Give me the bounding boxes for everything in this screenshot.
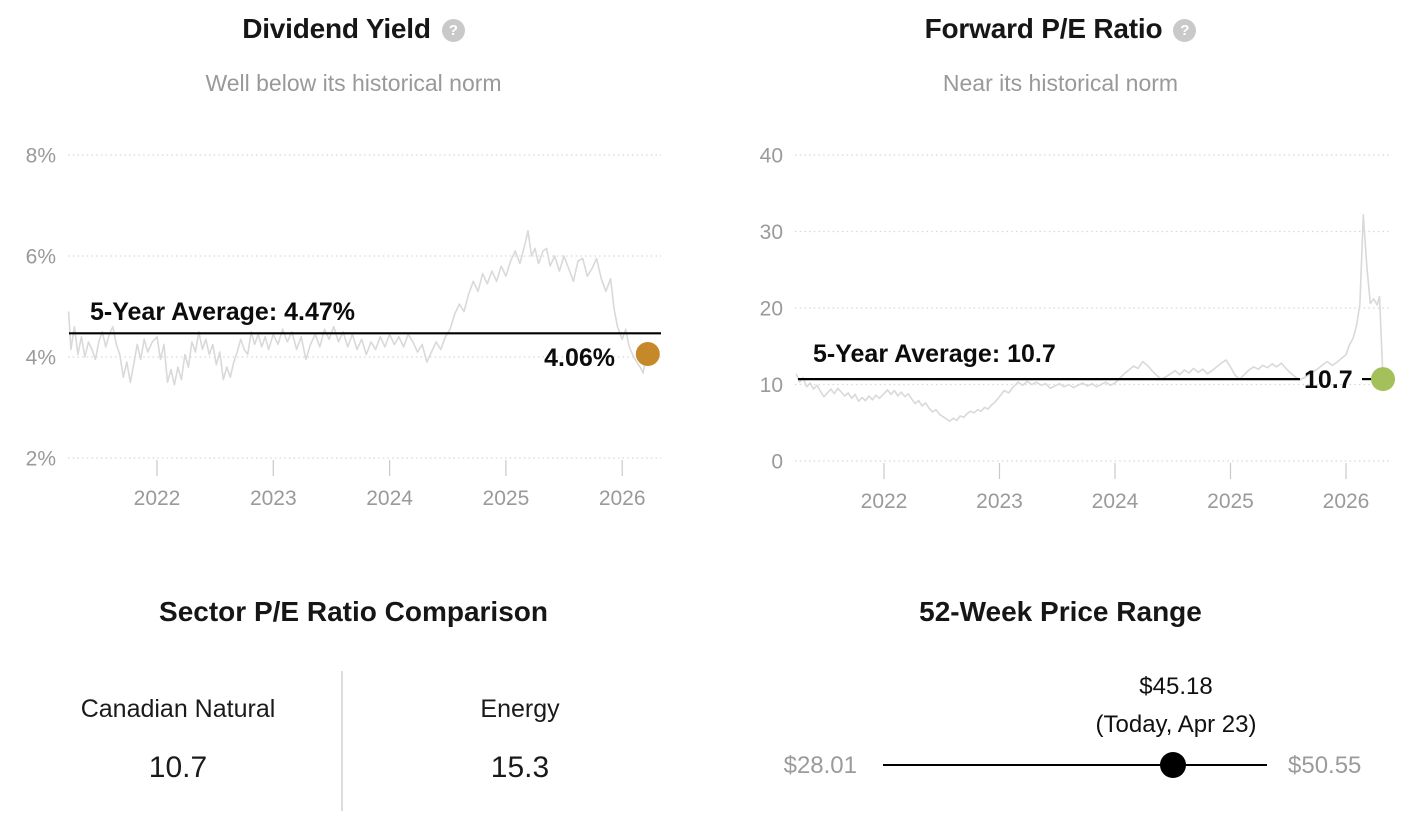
series-line [795, 213, 1384, 423]
y-axis-tick-label: 2% [26, 448, 56, 471]
sector-column-company: Canadian Natural [25, 695, 331, 724]
sector-energy-label: Energy [480, 695, 560, 723]
sector-company-label: Canadian Natural [80, 695, 276, 723]
current-value-dot [1371, 367, 1395, 392]
x-axis-tick-label: 2025 [1207, 490, 1254, 513]
sector-divider [341, 671, 343, 811]
forward-pe-subtitle: Near its historical norm [942, 70, 1179, 96]
valuation-charts: 8% 6% 4% 2% 2022 2023 2024 2025 2026 5-Year Avera… [26, 145, 1395, 513]
current-price-dot [1160, 752, 1186, 778]
forward-pe-title: Forward P/E Ratio [924, 13, 1163, 44]
sector-company-value: 10.7 [148, 751, 208, 784]
current-price-caption: (Today, Apr 23) [1095, 711, 1257, 738]
x-axis-tick-label: 2023 [976, 490, 1023, 513]
sector-company-value-wrap: 10.7 [25, 751, 331, 785]
sector-column-sector: Energy [367, 695, 673, 724]
current-value-label: 4.06% [544, 344, 615, 372]
average-value-label: 5-Year Average: 4.47% [90, 298, 355, 326]
dividend-yield-header: Dividend Yield ? [0, 13, 707, 45]
y-axis-tick-label: 40 [760, 145, 783, 168]
x-axis-tick-label: 2024 [1092, 490, 1139, 513]
dividend-yield-subtitle: Well below its historical norm [205, 70, 502, 96]
average-value-label: 5-Year Average: 10.7 [813, 340, 1056, 368]
y-axis-tick-label: 6% [26, 246, 56, 269]
sector-comparison-title: Sector P/E Ratio Comparison [159, 596, 548, 627]
x-axis-tick-label: 2023 [250, 487, 297, 510]
sector-energy-value-wrap: 15.3 [367, 751, 673, 785]
y-axis-tick-label: 0 [771, 451, 783, 474]
current-value-label: 10.7 [1304, 366, 1353, 394]
x-axis-tick-label: 2024 [366, 487, 413, 510]
sector-energy-value: 15.3 [490, 751, 550, 784]
dividend-yield-title: Dividend Yield [242, 13, 431, 44]
help-icon[interactable]: ? [441, 18, 465, 42]
y-axis-tick-label: 8% [26, 145, 56, 168]
price-range-title: 52-Week Price Range [919, 596, 1202, 627]
x-axis-tick-label: 2025 [483, 487, 530, 510]
x-axis-tick-label: 2026 [599, 487, 646, 510]
current-value-dot [635, 342, 660, 366]
y-axis-tick-label: 4% [26, 347, 56, 370]
range-high-label: $50.55 [1288, 752, 1362, 779]
y-axis-tick-label: 10 [760, 374, 783, 397]
help-icon[interactable]: ? [1173, 18, 1197, 42]
y-axis-tick-label: 20 [760, 298, 783, 321]
x-axis-tick-label: 2022 [861, 490, 908, 513]
x-axis-tick-label: 2026 [1323, 490, 1370, 513]
current-price-label: $45.18 [1139, 673, 1213, 700]
y-axis-tick-label: 30 [760, 221, 783, 244]
range-low-label: $28.01 [783, 752, 857, 779]
x-axis-tick-label: 2022 [134, 487, 181, 510]
forward-pe-header: Forward P/E Ratio ? [707, 13, 1414, 45]
price-range-line [883, 764, 1267, 766]
